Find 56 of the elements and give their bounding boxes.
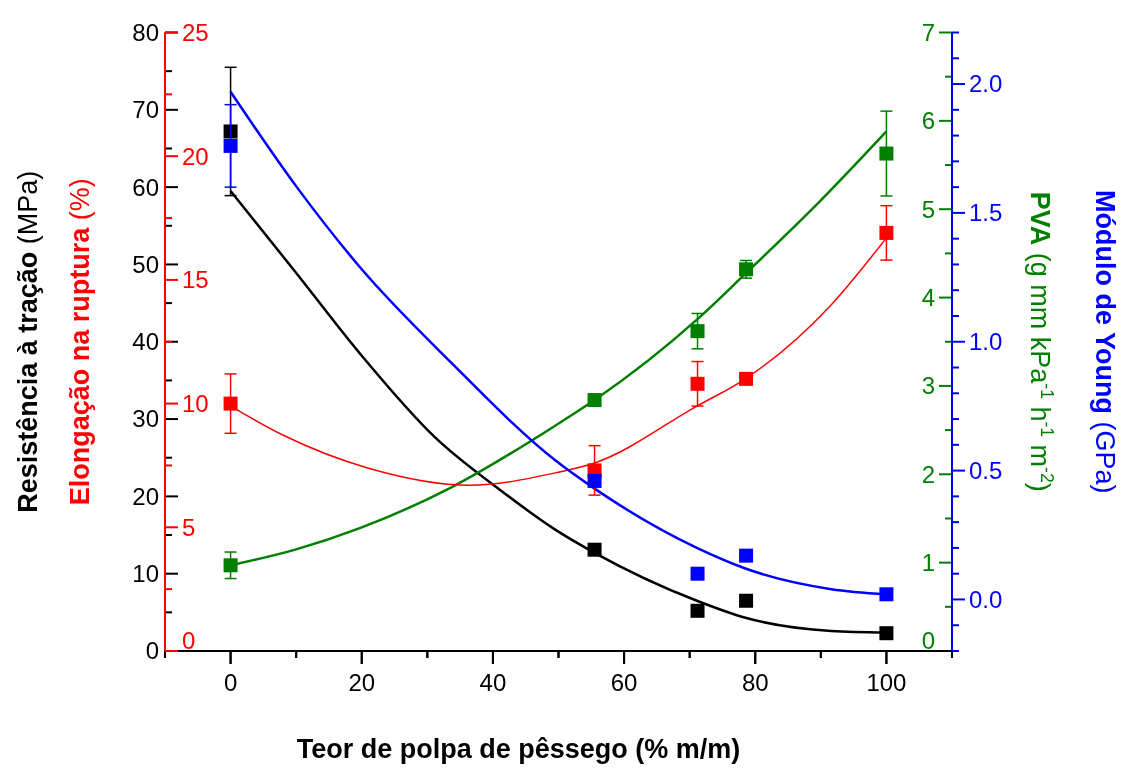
point bbox=[739, 593, 754, 608]
point bbox=[739, 371, 754, 386]
point bbox=[739, 548, 754, 563]
y2-tick-label: 5 bbox=[921, 195, 935, 223]
point bbox=[690, 603, 705, 618]
y2-tick-label: 7 bbox=[921, 18, 935, 46]
point bbox=[587, 473, 602, 488]
y-axis-title: Resistência à tração (MPa) bbox=[13, 170, 44, 513]
y-tick-label: 30 bbox=[132, 405, 159, 433]
y-tick-label: 60 bbox=[132, 173, 159, 201]
y2-tick-label: 1 bbox=[921, 549, 935, 577]
y-tick-label: 20 bbox=[132, 482, 159, 510]
y2-tick-label: 0.5 bbox=[969, 457, 1003, 484]
point bbox=[690, 376, 705, 391]
x-tick-label: 80 bbox=[741, 669, 769, 696]
point bbox=[879, 225, 894, 240]
y-tick-label: 80 bbox=[132, 18, 159, 46]
y2-tick-label: 3 bbox=[921, 372, 935, 400]
point bbox=[587, 393, 602, 408]
x-tick-label: 40 bbox=[479, 669, 507, 696]
y2-tick-label: 2 bbox=[921, 460, 935, 488]
y2-tick-label: 4 bbox=[921, 283, 935, 311]
x-tick-label: 100 bbox=[866, 669, 907, 696]
y-tick-label: 20 bbox=[182, 142, 209, 170]
y-tick-label: 0 bbox=[145, 637, 159, 665]
y-tick-label: 10 bbox=[132, 560, 159, 588]
point bbox=[690, 566, 705, 581]
point bbox=[223, 124, 238, 139]
point bbox=[879, 626, 894, 641]
y-tick-label: 25 bbox=[182, 18, 209, 46]
y2-tick-label: 1.0 bbox=[969, 328, 1003, 356]
x-tick-label: 20 bbox=[348, 669, 376, 696]
x-axis-title: Teor de polpa de pêssego (% m/m) bbox=[296, 734, 741, 764]
y2-tick-label: 0 bbox=[921, 627, 935, 655]
point bbox=[223, 138, 238, 153]
y-tick-label: 10 bbox=[182, 390, 209, 417]
y2-tick-label: 6 bbox=[921, 107, 935, 135]
point bbox=[223, 558, 238, 573]
y2-axis-title: Módulo de Young (GPa) bbox=[1089, 190, 1120, 494]
point bbox=[690, 324, 705, 339]
y2-tick-label: 2.0 bbox=[969, 70, 1003, 98]
y-tick-label: 15 bbox=[182, 266, 209, 294]
y2-tick-label: 0.0 bbox=[969, 585, 1003, 613]
point bbox=[879, 587, 894, 602]
y-tick-label: 0 bbox=[182, 627, 196, 655]
x-tick-label: 60 bbox=[610, 669, 638, 696]
point bbox=[587, 542, 602, 557]
point bbox=[223, 396, 238, 411]
y-tick-label: 50 bbox=[132, 250, 159, 278]
point bbox=[879, 146, 894, 161]
y-tick-label: 70 bbox=[132, 96, 159, 124]
y-axis-title: Elongação na ruptura (%) bbox=[65, 178, 96, 506]
x-tick-label: 0 bbox=[223, 669, 238, 696]
y-tick-label: 5 bbox=[182, 513, 196, 541]
y-tick-label: 40 bbox=[132, 328, 159, 356]
y2-tick-label: 1.5 bbox=[969, 199, 1003, 227]
